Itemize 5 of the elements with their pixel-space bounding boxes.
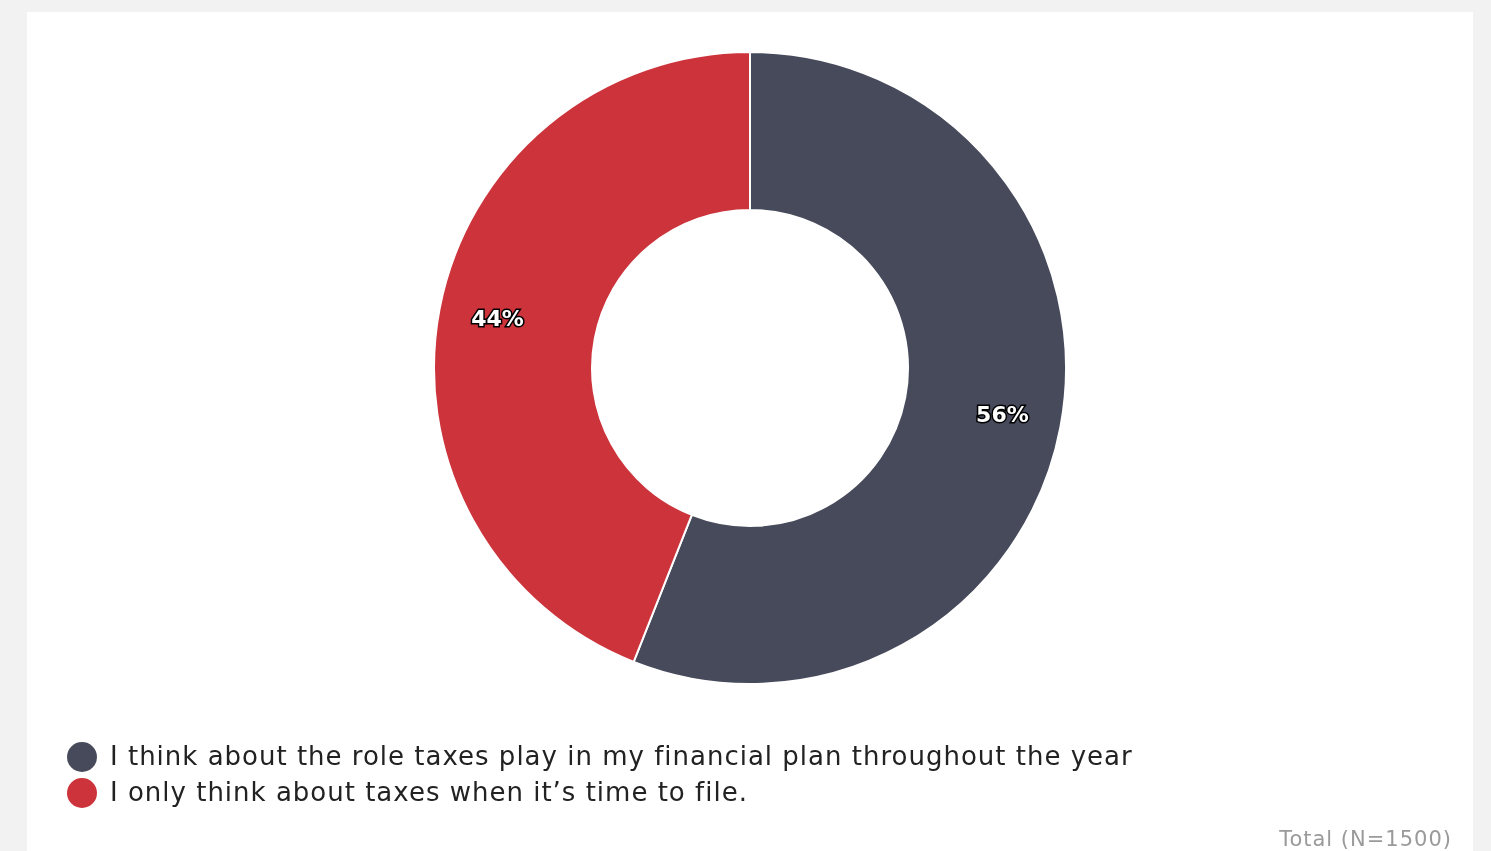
- legend-label: I only think about taxes when it’s time to file.: [110, 776, 748, 807]
- legend-label: I think about the role taxes play in my financial plan throughout the year: [110, 740, 1133, 771]
- data-label: 44%: [471, 305, 524, 331]
- text: Total (N=1500): [1278, 827, 1452, 851]
- data-label: 56%: [976, 402, 1029, 428]
